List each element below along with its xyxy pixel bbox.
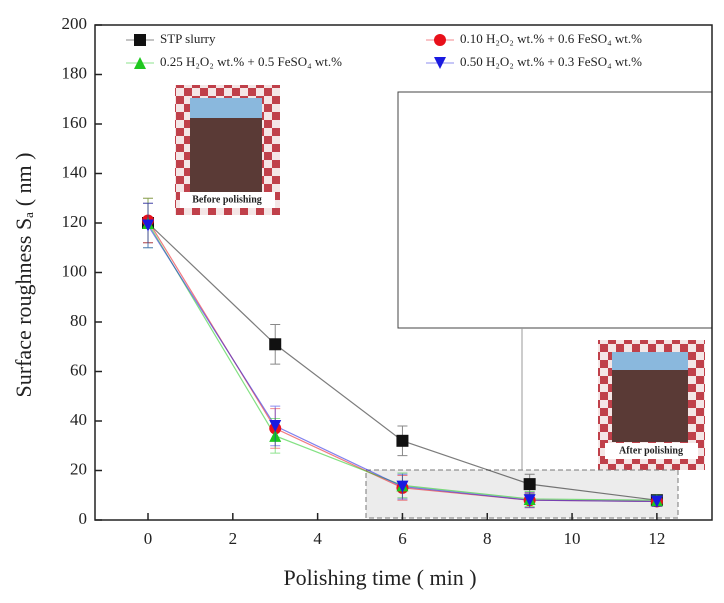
- y-tick-label: 0: [79, 509, 88, 528]
- y-tick-label: 160: [62, 113, 88, 132]
- y-axis-label: Surface roughness Sₐ ( nm ): [11, 153, 36, 398]
- x-tick-label: 8: [483, 529, 492, 548]
- x-tick-label: 10: [564, 529, 581, 548]
- sample-top: [612, 352, 688, 370]
- data-point: [396, 434, 409, 447]
- legend-label: 0.25 H₂O₂ wt.% + 0.5 FeSO₄ wt.%: [160, 54, 342, 69]
- data-point: [142, 219, 155, 232]
- sample-top: [190, 98, 262, 118]
- y-tick-label: 40: [70, 410, 87, 429]
- x-tick-label: 12: [648, 529, 665, 548]
- caption-box: [180, 192, 275, 208]
- x-tick-label: 4: [313, 529, 322, 548]
- legend-marker: [434, 34, 446, 46]
- data-point: [650, 495, 663, 508]
- y-tick-label: 20: [70, 459, 87, 478]
- x-tick-label: 6: [398, 529, 407, 548]
- legend-label: 0.10 H₂O₂ wt.% + 0.6 FeSO₄ wt.%: [460, 31, 642, 46]
- annotation: After polishing: [619, 445, 683, 456]
- data-point: [523, 478, 536, 491]
- zoom-region: [365, 469, 679, 519]
- annotation: Before polishing: [192, 194, 262, 205]
- caption-box: [605, 443, 698, 459]
- y-tick-label: 100: [62, 261, 88, 280]
- data-point: [269, 419, 282, 432]
- y-tick-label: 60: [70, 360, 87, 379]
- y-tick-label: 80: [70, 311, 87, 330]
- inset-frame: [397, 91, 713, 329]
- legend-marker: [134, 57, 146, 69]
- x-tick-label: 2: [229, 529, 238, 548]
- y-tick-label: 140: [62, 162, 88, 181]
- y-tick-label: 200: [62, 14, 88, 33]
- y-tick-label: 120: [62, 212, 88, 231]
- legend-marker: [134, 34, 146, 46]
- legend-label: STP slurry: [160, 31, 216, 46]
- data-point: [523, 494, 536, 507]
- y-tick-label: 180: [62, 63, 88, 82]
- legend-label: 0.50 H₂O₂ wt.% + 0.3 FeSO₄ wt.%: [460, 54, 642, 69]
- x-tick-label: 0: [144, 529, 153, 548]
- legend-marker: [434, 57, 446, 69]
- data-point: [269, 338, 282, 351]
- x-axis-label: Polishing time ( min ): [283, 565, 476, 590]
- data-point: [396, 480, 409, 493]
